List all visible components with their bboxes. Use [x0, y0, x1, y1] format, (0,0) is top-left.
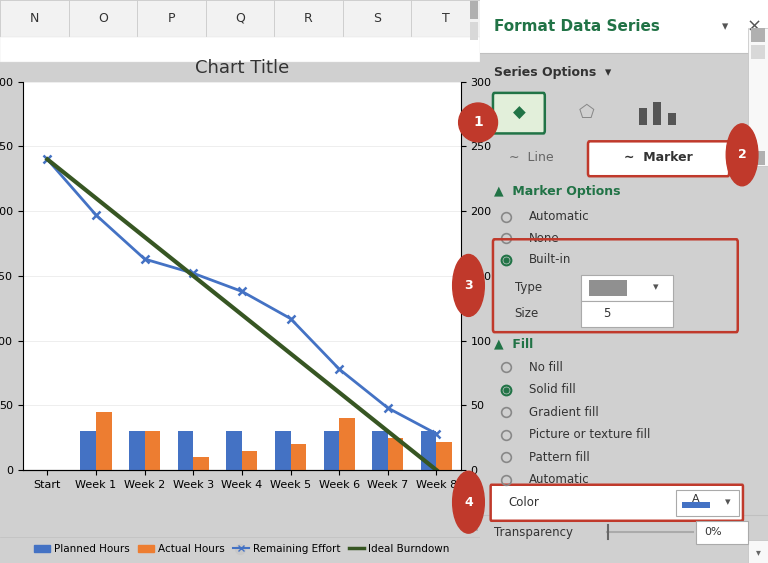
Text: Automatic: Automatic: [529, 210, 590, 224]
Bar: [639, 108, 647, 125]
Bar: [68, 0, 137, 37]
Text: Q: Q: [235, 12, 245, 25]
Text: Size: Size: [515, 307, 539, 320]
Bar: [343, 0, 412, 37]
Text: Built-in: Built-in: [529, 253, 571, 266]
Bar: [129, 431, 144, 470]
Circle shape: [727, 124, 758, 186]
Text: S: S: [373, 12, 381, 25]
Bar: [372, 431, 388, 470]
Circle shape: [452, 471, 485, 533]
Text: Automatic: Automatic: [529, 473, 590, 486]
Text: Color: Color: [508, 495, 540, 509]
Text: Format Data Series: Format Data Series: [495, 19, 660, 34]
Text: ▾: ▾: [653, 282, 658, 292]
Text: A: A: [692, 494, 700, 504]
Bar: [751, 45, 765, 59]
Text: 2: 2: [738, 148, 746, 162]
Text: No fill: No fill: [529, 360, 563, 374]
Text: 1: 1: [473, 115, 483, 129]
FancyBboxPatch shape: [493, 93, 545, 133]
Circle shape: [452, 254, 485, 316]
Text: 4: 4: [464, 495, 473, 509]
Text: P: P: [167, 12, 175, 25]
Text: None: None: [529, 231, 560, 245]
FancyBboxPatch shape: [588, 141, 729, 176]
FancyBboxPatch shape: [581, 301, 673, 327]
Text: 5: 5: [603, 307, 611, 320]
Bar: [470, 513, 478, 531]
Bar: [290, 444, 306, 470]
FancyBboxPatch shape: [491, 485, 743, 521]
Bar: [682, 502, 710, 508]
Text: Solid fill: Solid fill: [529, 383, 576, 396]
Text: Transparency: Transparency: [495, 525, 574, 539]
Bar: [144, 431, 161, 470]
Bar: [339, 418, 355, 470]
Text: ▾: ▾: [756, 547, 760, 557]
Text: ∼  Marker: ∼ Marker: [624, 151, 693, 164]
Text: ∼  Line: ∼ Line: [508, 151, 554, 164]
Text: 0%: 0%: [704, 527, 722, 537]
Text: ▲: ▲: [737, 522, 742, 528]
FancyBboxPatch shape: [696, 521, 748, 544]
Bar: [0, 37, 480, 62]
Text: 3: 3: [464, 279, 473, 292]
Bar: [242, 450, 257, 470]
Bar: [194, 457, 209, 470]
Bar: [751, 28, 765, 42]
Text: ▾: ▾: [725, 497, 730, 507]
Bar: [470, 23, 478, 40]
Text: Gradient fill: Gradient fill: [529, 405, 599, 419]
Text: ▾: ▾: [660, 318, 664, 323]
Bar: [470, 1, 478, 19]
Bar: [748, 540, 768, 563]
Text: O: O: [98, 12, 108, 25]
Text: ⬠: ⬠: [579, 104, 594, 122]
Text: Type: Type: [515, 280, 541, 294]
Circle shape: [458, 103, 498, 142]
Text: N: N: [30, 12, 39, 25]
Bar: [227, 431, 242, 470]
Bar: [275, 431, 290, 470]
Text: ▲  Fill: ▲ Fill: [495, 337, 534, 350]
Bar: [137, 0, 206, 37]
FancyBboxPatch shape: [676, 490, 739, 516]
Bar: [96, 412, 111, 470]
Text: R: R: [304, 12, 313, 25]
Bar: [751, 151, 765, 165]
Bar: [480, 0, 768, 53]
Bar: [81, 431, 96, 470]
Bar: [436, 441, 452, 470]
Bar: [412, 0, 480, 37]
Text: ▾: ▾: [722, 20, 728, 33]
Text: ▲  Marker Options: ▲ Marker Options: [495, 185, 621, 198]
Bar: [388, 438, 403, 470]
Bar: [654, 102, 661, 125]
Legend: Planned Hours, Actual Hours, Remaining Effort, Ideal Burndown: Planned Hours, Actual Hours, Remaining E…: [30, 540, 454, 558]
Bar: [323, 431, 339, 470]
Bar: [421, 431, 436, 470]
Text: Series Options  ▾: Series Options ▾: [495, 65, 611, 79]
Title: Chart Title: Chart Title: [195, 59, 289, 77]
Text: ▾: ▾: [737, 536, 741, 542]
Bar: [748, 28, 768, 166]
Text: ▲: ▲: [659, 304, 664, 310]
Bar: [668, 113, 676, 125]
FancyBboxPatch shape: [581, 275, 673, 301]
Text: ◆: ◆: [512, 104, 525, 122]
Text: ×: ×: [746, 18, 761, 35]
Bar: [177, 431, 194, 470]
Bar: [274, 0, 343, 37]
Bar: [0, 0, 68, 37]
Text: Pattern fill: Pattern fill: [529, 450, 590, 464]
Text: T: T: [442, 12, 449, 25]
Bar: [206, 0, 274, 37]
Text: Picture or texture fill: Picture or texture fill: [529, 428, 650, 441]
Bar: [590, 280, 627, 296]
